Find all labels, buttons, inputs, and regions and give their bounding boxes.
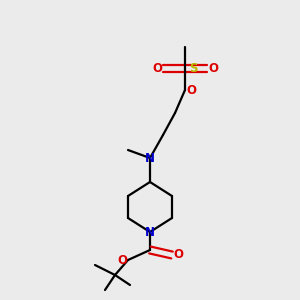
Text: O: O — [117, 254, 127, 266]
Text: N: N — [145, 226, 155, 238]
Text: O: O — [186, 83, 196, 97]
Text: N: N — [145, 152, 155, 164]
Text: S: S — [189, 61, 198, 74]
Text: O: O — [173, 248, 183, 262]
Text: O: O — [208, 61, 218, 74]
Text: O: O — [152, 61, 162, 74]
